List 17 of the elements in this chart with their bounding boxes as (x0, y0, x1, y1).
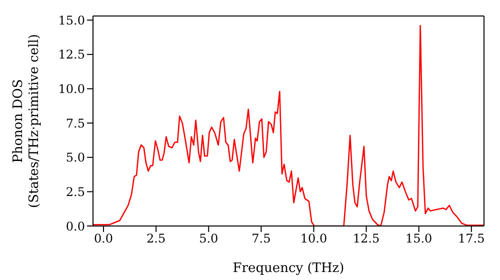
x-tick-label: 7.5 (252, 232, 271, 246)
x-tick-label: 5.0 (199, 232, 218, 246)
y-tick-label: 12.5 (58, 48, 85, 62)
x-tick-label: 0.0 (94, 232, 114, 246)
y-tick-label: 2.5 (66, 184, 85, 199)
x-tick-label: 12.5 (352, 232, 380, 246)
y-tick-label: 7.5 (66, 116, 85, 130)
x-tick-label: 15.0 (405, 232, 432, 246)
x-tick-label: 2.5 (146, 232, 166, 246)
y-axis-title: Phonon DOS (States/THz·primitive cell) (11, 34, 42, 208)
y-tick-label: 10.0 (58, 82, 85, 96)
y-tick-label: 15.0 (58, 13, 85, 28)
y-tick-label: 5.0 (66, 150, 85, 165)
y-tick-label: 0.0 (66, 219, 85, 234)
x-tick-label: 10.0 (300, 232, 328, 246)
x-tick-label: 17.5 (458, 232, 485, 246)
x-axis-title: Frequency (THz) (232, 261, 344, 276)
